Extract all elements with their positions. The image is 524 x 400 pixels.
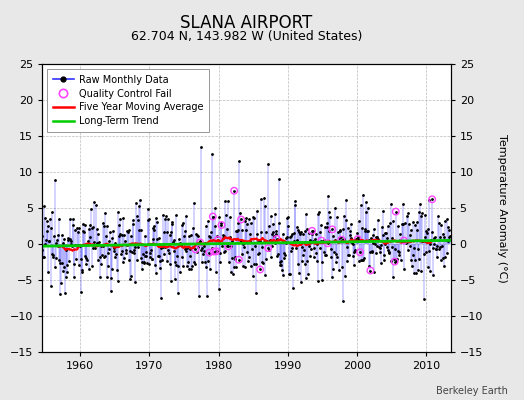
Point [217,222,226,228]
Point [323,240,332,246]
Point [308,228,316,234]
Point [390,258,399,265]
Legend: Raw Monthly Data, Quality Control Fail, Five Year Moving Average, Long-Term Tren: Raw Monthly Data, Quality Control Fail, … [47,69,209,132]
Point [209,213,217,220]
Point [354,236,362,242]
Point [391,208,400,215]
Point [214,237,222,243]
Text: Berkeley Earth: Berkeley Earth [436,386,508,396]
Point [210,248,218,255]
Point [337,236,346,243]
Point [205,250,213,256]
Text: 62.704 N, 143.982 W (United States): 62.704 N, 143.982 W (United States) [130,30,362,43]
Point [356,249,364,256]
Point [256,266,264,273]
Point [272,236,281,242]
Point [428,196,436,202]
Point [317,237,325,244]
Text: SLANA AIRPORT: SLANA AIRPORT [180,14,312,32]
Point [196,239,204,246]
Point [235,256,243,263]
Point [264,245,272,251]
Point [400,238,408,244]
Point [212,248,221,254]
Point [224,243,233,250]
Point [230,188,238,194]
Y-axis label: Temperature Anomaly (°C): Temperature Anomaly (°C) [497,134,507,282]
Point [328,226,336,232]
Point [191,246,200,252]
Point [237,216,245,223]
Point [366,267,375,274]
